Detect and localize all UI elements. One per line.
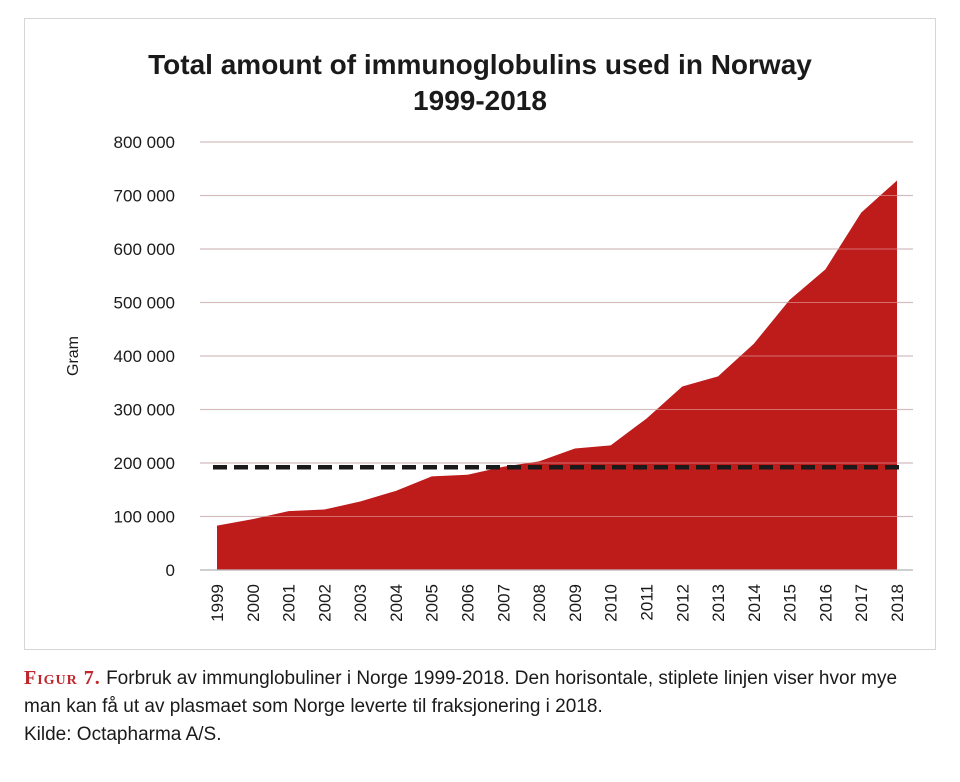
x-tick-label-1999: 1999 xyxy=(208,584,227,622)
y-tick-label-0: 0 xyxy=(166,561,175,580)
y-tick-label-2: 200 000 xyxy=(114,454,175,473)
y-tick-label-5: 500 000 xyxy=(114,294,175,313)
x-tick-label-2004: 2004 xyxy=(387,584,406,622)
y-axis-label: Gram xyxy=(65,336,82,376)
y-tick-labels: 0 100 000 200 000 300 000 400 000 500 000 600 … xyxy=(114,133,175,580)
chart-title-line-2: 1999-2018 xyxy=(413,85,547,116)
x-tick-label-2000: 2000 xyxy=(244,584,263,622)
figure-frame: Total amount of immunoglobulins used in … xyxy=(24,18,936,650)
x-tick-label-2002: 2002 xyxy=(315,584,334,622)
caption-source: Kilde: Octapharma A/S. xyxy=(24,724,222,745)
caption-label: Figur 7. xyxy=(24,667,101,689)
y-tick-label-6: 600 000 xyxy=(114,240,175,259)
figure-caption: Figur 7. Forbruk av immunglobuliner i No… xyxy=(24,664,936,749)
chart-title-line-1: Total amount of immunoglobulins used in … xyxy=(148,49,812,80)
x-tick-labels: 1999 2000 2001 2002 2003 2004 2005 2006 2007 2008… xyxy=(208,584,907,622)
x-tick-label-2001: 2001 xyxy=(280,584,299,622)
x-tick-label-2010: 2010 xyxy=(602,584,621,622)
x-tick-label-2008: 2008 xyxy=(530,584,549,622)
x-tick-label-2007: 2007 xyxy=(494,584,513,622)
x-tick-label-2005: 2005 xyxy=(423,584,442,622)
x-tick-label-2014: 2014 xyxy=(745,584,764,622)
x-tick-label-2009: 2009 xyxy=(566,584,585,622)
x-tick-label-2011: 2011 xyxy=(637,584,656,621)
y-tick-label-7: 700 000 xyxy=(114,187,175,206)
y-tick-label-1: 100 000 xyxy=(114,508,175,527)
caption-text: Forbruk av immunglobuliner i Norge 1999-… xyxy=(24,668,898,717)
x-tick-label-2015: 2015 xyxy=(781,584,800,622)
x-tick-label-2012: 2012 xyxy=(673,584,692,622)
x-tick-label-2013: 2013 xyxy=(709,584,728,622)
y-tick-label-4: 400 000 xyxy=(114,347,175,366)
chart-title: Total amount of immunoglobulins used in … xyxy=(25,47,935,119)
x-tick-label-2017: 2017 xyxy=(852,584,871,622)
x-tick-label-2003: 2003 xyxy=(351,584,370,622)
y-tick-label-3: 300 000 xyxy=(114,401,175,420)
y-tick-label-8: 800 000 xyxy=(114,133,175,152)
x-tick-label-2016: 2016 xyxy=(816,584,835,622)
area-series xyxy=(217,180,897,570)
gridlines-over-area xyxy=(200,141,913,517)
x-tick-label-2018: 2018 xyxy=(888,584,907,622)
area-chart: 0 100 000 200 000 300 000 400 000 500 000 600 … xyxy=(65,133,913,622)
x-tick-label-2006: 2006 xyxy=(459,584,478,622)
